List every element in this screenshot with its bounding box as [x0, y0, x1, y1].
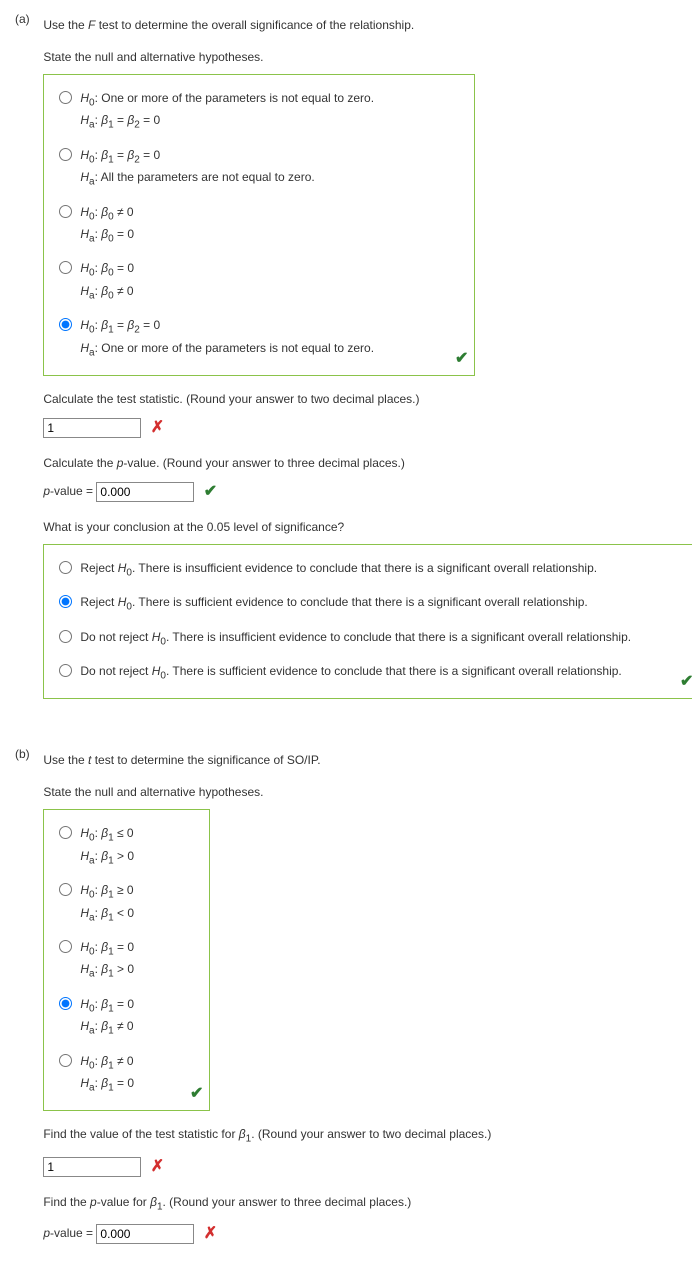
option-text: H0: β1 = β2 = 0Ha: One or more of the pa…	[80, 316, 374, 361]
conclusion-label: What is your conclusion at the 0.05 leve…	[43, 518, 675, 536]
x-icon: ✗	[151, 419, 164, 436]
option-row[interactable]: H0: β1 ≠ 0Ha: β1 = 0	[54, 1046, 199, 1103]
pvalue-label: Calculate the p-value. (Round your answe…	[43, 454, 675, 472]
option-text: H0: β0 ≠ 0Ha: β0 = 0	[80, 203, 134, 248]
radio-option[interactable]	[59, 148, 72, 161]
option-row[interactable]: H0: β1 = 0Ha: β1 ≠ 0	[54, 989, 199, 1046]
option-row[interactable]: H0: β1 ≥ 0Ha: β1 < 0	[54, 875, 199, 932]
test-stat-input[interactable]	[43, 418, 141, 438]
x-icon: ✗	[204, 1225, 217, 1242]
conclusion-box: Reject H0. There is insufficient evidenc…	[43, 544, 692, 700]
check-icon: ✔	[204, 483, 217, 500]
option-text: H0: β1 ≠ 0Ha: β1 = 0	[80, 1052, 134, 1097]
option-row[interactable]: Reject H0. There is sufficient evidence …	[54, 587, 689, 621]
option-row[interactable]: H0: β0 = 0Ha: β0 ≠ 0	[54, 253, 464, 310]
part-b-state-hyp: State the null and alternative hypothese…	[43, 783, 675, 801]
option-row[interactable]: Do not reject H0. There is sufficient ev…	[54, 656, 689, 690]
part-b-question: Use the t test to determine the signific…	[43, 751, 675, 769]
option-row[interactable]: Reject H0. There is insufficient evidenc…	[54, 553, 689, 587]
option-text: Reject H0. There is insufficient evidenc…	[80, 559, 597, 581]
part-b-hyp-box: H0: β1 ≤ 0Ha: β1 > 0 H0: β1 ≥ 0Ha: β1 < 0…	[43, 809, 210, 1111]
b-pvalue-input[interactable]	[96, 1224, 194, 1244]
radio-option[interactable]	[59, 997, 72, 1010]
option-text: H0: One or more of the parameters is not…	[80, 89, 374, 134]
radio-option[interactable]	[59, 630, 72, 643]
radio-option[interactable]	[59, 261, 72, 274]
part-a-label: (a)	[15, 10, 40, 28]
option-row[interactable]: H0: β1 ≤ 0Ha: β1 > 0	[54, 818, 199, 875]
option-row[interactable]: H0: β1 = β2 = 0Ha: One or more of the pa…	[54, 310, 464, 367]
option-row[interactable]: H0: β1 = 0Ha: β1 > 0	[54, 932, 199, 989]
option-row[interactable]: Do not reject H0. There is insufficient …	[54, 622, 689, 656]
part-b-label: (b)	[15, 745, 40, 763]
pvalue-input[interactable]	[96, 482, 194, 502]
option-text: H0: β0 = 0Ha: β0 ≠ 0	[80, 259, 134, 304]
option-text: Do not reject H0. There is sufficient ev…	[80, 662, 621, 684]
b-pvalue-label: Find the p-value for β1. (Round your ans…	[43, 1193, 675, 1214]
radio-option[interactable]	[59, 318, 72, 331]
b-pvalue-prefix: p-value =	[43, 1226, 96, 1240]
calc-stat-label: Calculate the test statistic. (Round you…	[43, 390, 675, 408]
option-row[interactable]: H0: β0 ≠ 0Ha: β0 = 0	[54, 197, 464, 254]
option-text: H0: β1 = β2 = 0Ha: All the parameters ar…	[80, 146, 314, 191]
radio-option[interactable]	[59, 561, 72, 574]
part-a-hyp-box: H0: One or more of the parameters is not…	[43, 74, 475, 376]
check-icon: ✔	[455, 347, 468, 371]
radio-option[interactable]	[59, 826, 72, 839]
radio-option[interactable]	[59, 940, 72, 953]
part-a-question: Use the F test to determine the overall …	[43, 16, 675, 34]
check-icon: ✔	[190, 1082, 203, 1106]
b-stat-label: Find the value of the test statistic for…	[43, 1125, 675, 1146]
option-text: H0: β1 ≤ 0Ha: β1 > 0	[80, 824, 134, 869]
option-row[interactable]: H0: β1 = β2 = 0Ha: All the parameters ar…	[54, 140, 464, 197]
check-icon: ✔	[680, 670, 692, 694]
pvalue-prefix: p-value =	[43, 484, 96, 498]
option-text: H0: β1 = 0Ha: β1 ≠ 0	[80, 995, 134, 1040]
x-icon: ✗	[151, 1158, 164, 1175]
option-text: H0: β1 = 0Ha: β1 > 0	[80, 938, 134, 983]
b-test-stat-input[interactable]	[43, 1157, 141, 1177]
radio-option[interactable]	[59, 205, 72, 218]
option-row[interactable]: H0: One or more of the parameters is not…	[54, 83, 464, 140]
radio-option[interactable]	[59, 1054, 72, 1067]
part-a-state-hyp: State the null and alternative hypothese…	[43, 48, 675, 66]
radio-option[interactable]	[59, 883, 72, 896]
option-text: Do not reject H0. There is insufficient …	[80, 628, 631, 650]
option-text: Reject H0. There is sufficient evidence …	[80, 593, 587, 615]
radio-option[interactable]	[59, 595, 72, 608]
option-text: H0: β1 ≥ 0Ha: β1 < 0	[80, 881, 134, 926]
radio-option[interactable]	[59, 91, 72, 104]
radio-option[interactable]	[59, 664, 72, 677]
